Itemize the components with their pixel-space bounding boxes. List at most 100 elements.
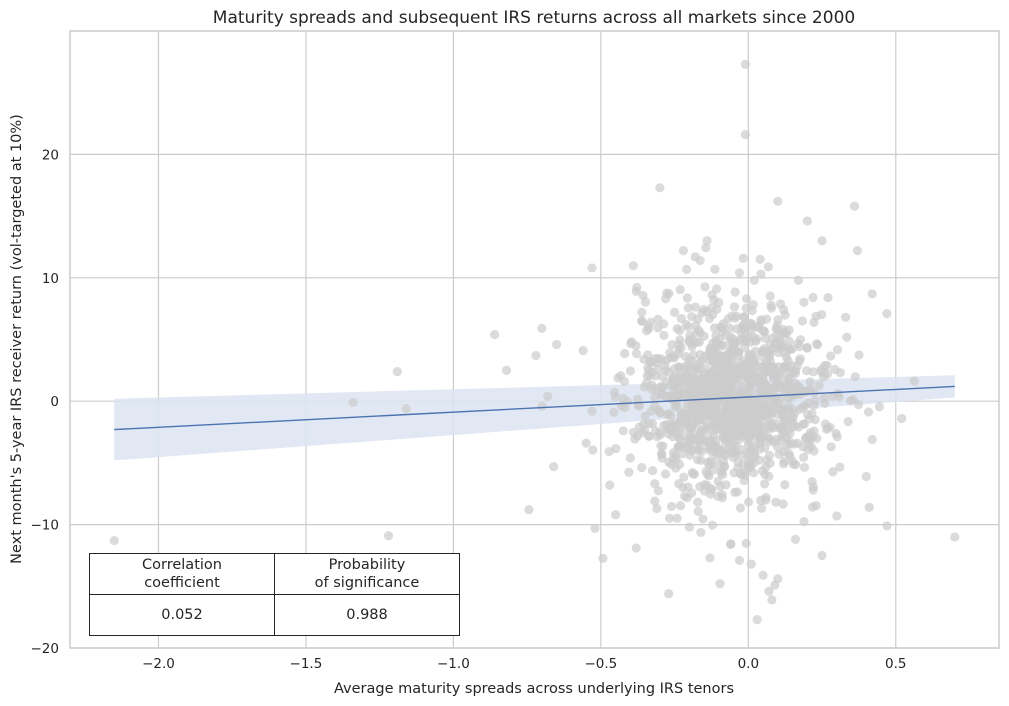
scatter-point xyxy=(740,59,750,69)
scatter-point xyxy=(743,497,754,507)
scatter-point xyxy=(738,253,748,263)
scatter-point xyxy=(785,373,795,383)
scatter-point xyxy=(647,384,657,394)
scatter-point xyxy=(632,431,643,441)
scatter-point xyxy=(790,534,801,545)
y-tick-label: −20 xyxy=(31,641,60,657)
y-tick-label: 10 xyxy=(42,271,59,287)
scatter-point xyxy=(740,328,750,338)
scatter-point xyxy=(682,493,692,503)
scatter-point xyxy=(882,308,892,319)
scatter-point xyxy=(700,282,710,292)
scatter-point xyxy=(672,513,682,523)
x-tick-labels: −2.0 −1.5 −1.0 −0.5 0.0 0.5 xyxy=(142,656,906,672)
scatter-point xyxy=(729,446,740,456)
scatter-point xyxy=(784,436,794,446)
scatter-point xyxy=(626,338,636,349)
scatter-point xyxy=(802,216,812,226)
scatter-point xyxy=(799,297,809,307)
scatter-point xyxy=(756,269,766,279)
scatter-point xyxy=(718,470,728,480)
scatter-point xyxy=(692,365,703,375)
regression-line xyxy=(114,385,955,431)
scatter-point xyxy=(702,424,712,434)
scatter-point xyxy=(700,387,710,397)
scatter-point xyxy=(755,439,765,449)
scatter-point xyxy=(810,388,820,398)
scatter-point xyxy=(687,342,697,352)
scatter-point xyxy=(656,390,667,400)
scatter-point xyxy=(807,477,817,487)
scatter-point xyxy=(867,434,877,445)
x-tick-label: 0.0 xyxy=(738,656,759,672)
scatter-point xyxy=(662,288,672,298)
scatter-point xyxy=(819,393,829,403)
scatter-point xyxy=(646,406,657,416)
scatter-point xyxy=(801,432,811,442)
header-probability-line1: Probability xyxy=(328,557,406,573)
scatter-point xyxy=(845,396,855,406)
scatter-point xyxy=(799,462,810,472)
scatter-point xyxy=(726,539,736,549)
scatter-point xyxy=(695,328,705,338)
scatter-point xyxy=(678,246,689,256)
scatter-point xyxy=(805,377,815,387)
scatter-point xyxy=(861,471,871,482)
scatter-point xyxy=(723,314,733,324)
scatter-point xyxy=(704,438,714,448)
scatter-point xyxy=(643,363,653,373)
scatter-point xyxy=(715,579,725,589)
scatter-point xyxy=(729,302,740,312)
scatter-point xyxy=(655,183,665,193)
scatter-point xyxy=(618,393,628,403)
scatter-point xyxy=(646,317,656,327)
scatter-point xyxy=(714,297,724,308)
scatter-point xyxy=(793,275,804,285)
scatter-point xyxy=(764,471,774,481)
scatter-point xyxy=(637,307,647,317)
correlation-value: 0.052 xyxy=(89,594,275,636)
scatter-point xyxy=(736,450,747,460)
scatter-point xyxy=(694,445,704,456)
scatter-point xyxy=(604,446,614,457)
scatter-point xyxy=(757,466,768,476)
scatter-point xyxy=(609,407,619,417)
scatter-point xyxy=(524,505,534,515)
scatter-point xyxy=(793,338,803,349)
scatter-point xyxy=(664,457,674,467)
scatter-point xyxy=(745,446,756,456)
scatter-point xyxy=(711,414,721,424)
scatter-point xyxy=(383,531,394,541)
scatter-point xyxy=(640,411,650,421)
scatter-point xyxy=(698,514,708,524)
scatter-point xyxy=(671,463,681,473)
scatter-point xyxy=(799,517,809,527)
scatter-point xyxy=(774,403,785,413)
scatter-point xyxy=(752,615,762,625)
x-tick-label: −0.5 xyxy=(584,656,617,672)
scatter-point xyxy=(706,484,716,494)
scatter-point xyxy=(647,419,658,429)
scatter-point xyxy=(790,421,800,431)
scatter-point xyxy=(808,485,818,495)
header-correlation-line2: coefficient xyxy=(144,575,220,591)
scatter-point xyxy=(715,481,725,491)
scatter-point xyxy=(675,335,685,345)
scatter-point xyxy=(759,411,769,421)
scatter-point xyxy=(537,323,547,333)
scatter-point xyxy=(728,427,738,437)
scatter-point xyxy=(864,502,874,512)
scatter-point xyxy=(744,350,754,360)
scatter-point xyxy=(631,349,642,359)
scatter-point xyxy=(631,543,641,553)
scatter-point xyxy=(741,538,751,549)
scatter-point xyxy=(625,366,636,376)
scatter-point xyxy=(765,291,775,301)
scatter-point xyxy=(653,486,664,496)
scatter-point xyxy=(799,452,809,462)
scatter-point xyxy=(717,493,728,503)
scatter-point xyxy=(849,201,860,211)
scatter-point xyxy=(749,275,759,285)
scatter-point xyxy=(779,328,790,338)
scatter-point xyxy=(684,441,695,452)
